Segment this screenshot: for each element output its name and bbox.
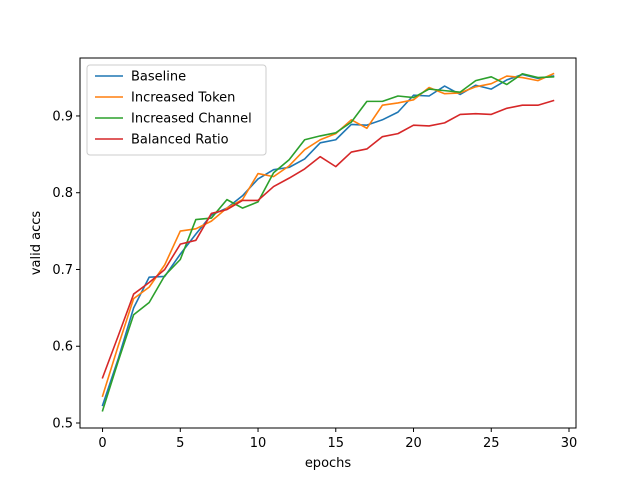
y-axis-ticks: 0.5 0.6 0.7 0.8 0.9 xyxy=(52,109,80,432)
x-tick-label: 25 xyxy=(483,436,500,451)
series-line-increased-channel xyxy=(101,72,555,412)
x-axis-label: epochs xyxy=(305,456,352,471)
legend-entry-label: Increased Token xyxy=(131,91,235,106)
legend-entry-label: Increased Channel xyxy=(131,112,252,127)
y-tick-label: 0.6 xyxy=(52,340,73,355)
legend-box xyxy=(86,64,267,156)
y-tick-label: 0.5 xyxy=(52,417,73,432)
legend-entry-label: Balanced Ratio xyxy=(131,133,229,148)
y-tick-label: 0.9 xyxy=(52,109,73,124)
series-line-increased-token xyxy=(101,72,555,398)
x-tick-label: 15 xyxy=(328,436,345,451)
x-tick-label: 5 xyxy=(176,436,184,451)
y-tick-label: 0.7 xyxy=(52,263,73,278)
legend: Baseline Increased Token Increased Channel… xyxy=(86,64,267,156)
x-tick-label: 20 xyxy=(405,436,422,451)
x-tick-label: 30 xyxy=(561,436,578,451)
series-line-balanced-ratio xyxy=(101,99,555,379)
x-axis-ticks: 0 5 10 15 20 25 30 xyxy=(98,428,577,451)
legend-entry-label: Baseline xyxy=(131,70,186,85)
y-tick-label: 0.8 xyxy=(52,186,73,201)
plot-frame xyxy=(79,57,577,429)
x-tick-label: 10 xyxy=(250,436,267,451)
series-lines xyxy=(101,72,555,412)
x-tick-label: 0 xyxy=(98,436,106,451)
y-axis-label: valid accs xyxy=(29,211,44,276)
